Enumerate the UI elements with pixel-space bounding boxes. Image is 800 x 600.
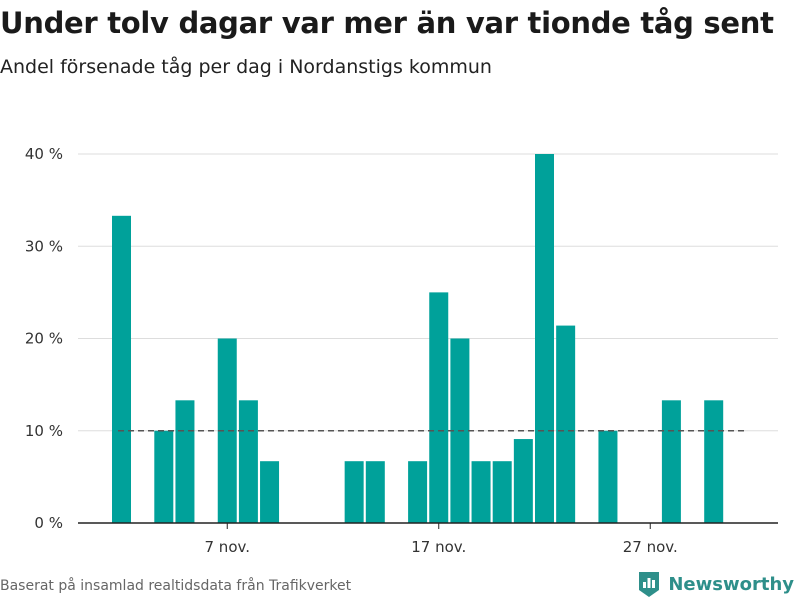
chart-title: Under tolv dagar var mer än var tionde t… bbox=[0, 6, 774, 40]
bar bbox=[513, 439, 533, 523]
chart-subtitle: Andel försenade tåg per dag i Nordanstig… bbox=[0, 56, 492, 78]
bar-chart: 0 % 10 % 20 % 30 % 40 % 7 nov. 17 nov. 27 nov. bbox=[25, 145, 778, 556]
x-tick-label: 27 nov. bbox=[623, 538, 678, 556]
grid-layer bbox=[78, 153, 778, 432]
bar bbox=[492, 461, 512, 523]
bar bbox=[175, 400, 195, 523]
y-tick-label: 10 % bbox=[25, 422, 63, 440]
bar bbox=[429, 292, 449, 523]
bar bbox=[344, 461, 364, 523]
x-tick-label: 7 nov. bbox=[205, 538, 250, 556]
y-tick-label: 0 % bbox=[34, 514, 63, 532]
bar bbox=[661, 400, 681, 523]
bar bbox=[217, 338, 237, 523]
bar bbox=[598, 430, 618, 523]
y-tick-label: 30 % bbox=[25, 237, 63, 255]
bar bbox=[154, 430, 174, 523]
y-tick-label: 40 % bbox=[25, 145, 63, 163]
bar bbox=[365, 461, 385, 523]
bar bbox=[535, 154, 554, 523]
source-note: Baserat på insamlad realtidsdata från Tr… bbox=[0, 578, 352, 594]
brand-name: Newsworthy bbox=[668, 573, 794, 595]
bar bbox=[408, 461, 428, 523]
bar bbox=[112, 215, 131, 523]
bar bbox=[238, 400, 258, 523]
bar bbox=[704, 400, 724, 523]
axis-layer: 0 % 10 % 20 % 30 % 40 % 7 nov. 17 nov. 27 nov. bbox=[25, 145, 778, 556]
brand-logo: Newsworthy bbox=[637, 570, 794, 598]
bar bbox=[471, 461, 491, 523]
y-tick-label: 20 % bbox=[25, 330, 63, 348]
bar bbox=[260, 461, 280, 523]
newsworthy-logo-icon bbox=[639, 572, 660, 597]
x-tick-label: 17 nov. bbox=[411, 538, 466, 556]
bar bbox=[556, 325, 576, 523]
